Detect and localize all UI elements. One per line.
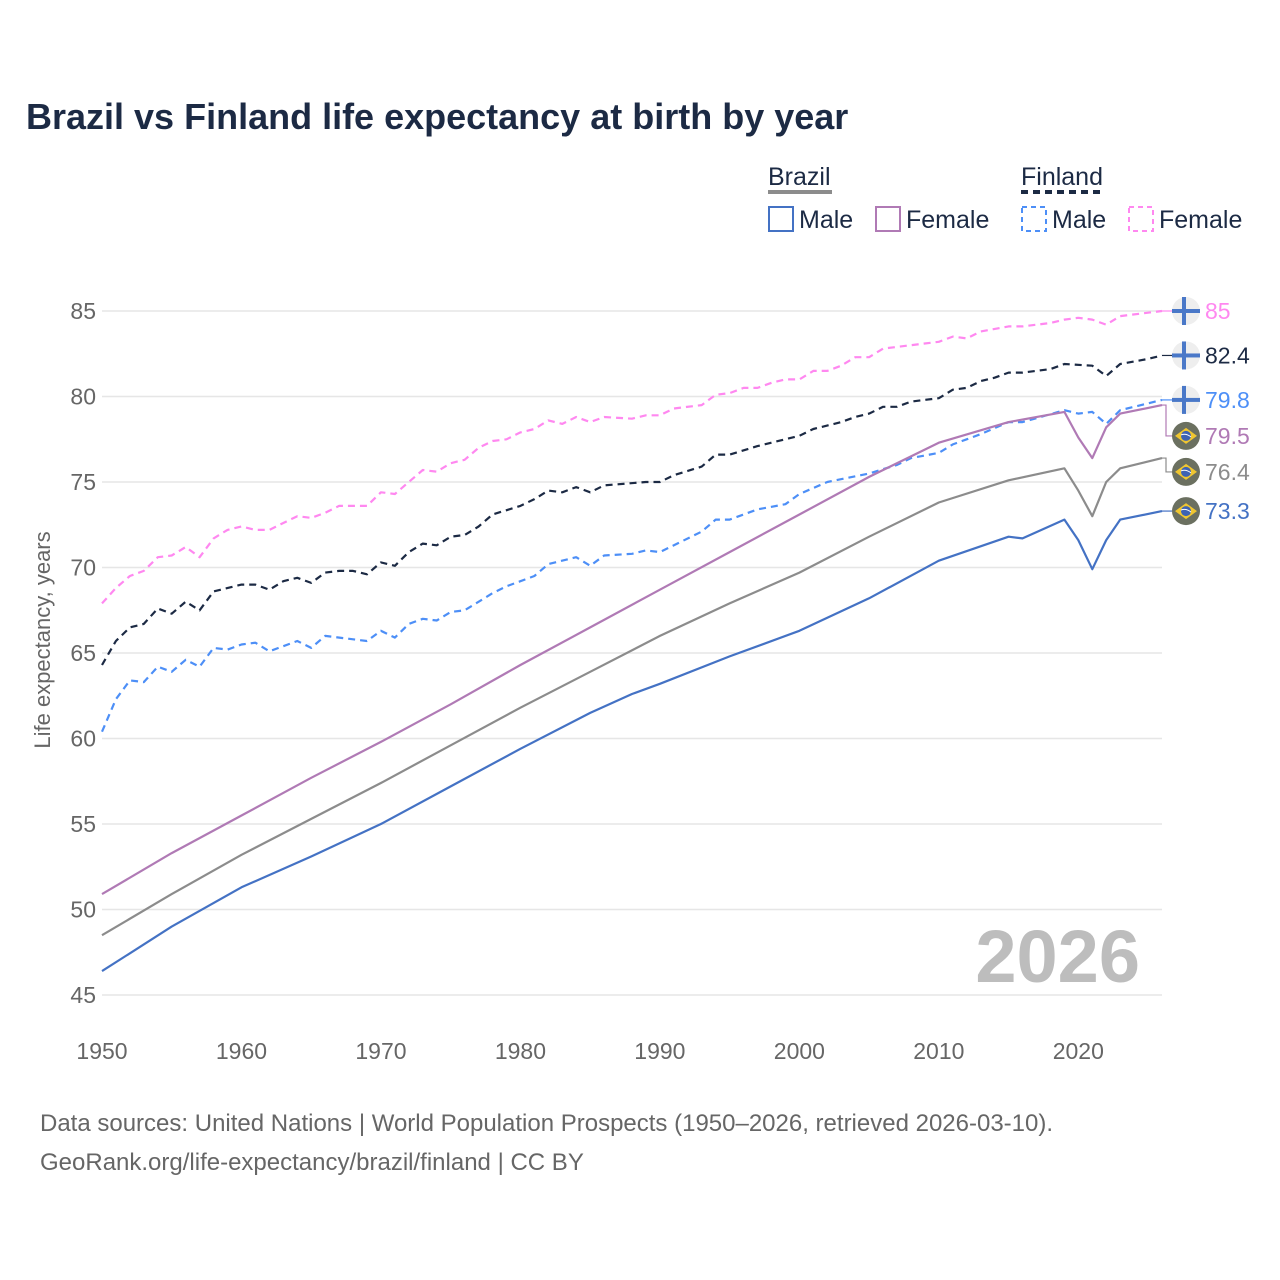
- legend-swatch: [1021, 206, 1047, 232]
- legend-entry-label: Female: [1159, 206, 1242, 234]
- legend-entry-label: Male: [1052, 206, 1106, 234]
- end-labels: 85 82.4 79.8 79.5 76.4 73.3: [1162, 297, 1250, 526]
- end-label-finland-female: 85: [1162, 297, 1231, 325]
- legend-entry-label: Female: [906, 206, 989, 234]
- x-tick-label: 2020: [1053, 1038, 1104, 1064]
- y-axis-label: Life expectancy, years: [30, 531, 55, 748]
- y-tick-label: 80: [70, 384, 96, 410]
- legend-group-title: Finland: [1021, 163, 1103, 191]
- series-line-finland: [101, 354, 1163, 666]
- end-value: 85: [1205, 298, 1231, 324]
- end-value: 76.4: [1205, 459, 1250, 485]
- end-label-brazil: 76.4: [1162, 457, 1250, 486]
- series-lines: [100, 309, 1163, 973]
- y-axis: 45 50 55 60 65 70 75 80 85: [70, 298, 96, 1008]
- legend-swatch: [875, 206, 901, 232]
- brazil-flag-icon: [1172, 457, 1200, 486]
- x-axis: 1950 1960 1970 1980 1990 2000 2010 2020: [76, 1038, 1103, 1064]
- series-line-brazil-male: [101, 510, 1163, 973]
- x-tick-label: 1950: [76, 1038, 127, 1064]
- series-line-finland-female: [101, 309, 1163, 605]
- end-label-finland-male: 79.8: [1162, 385, 1250, 414]
- y-tick-label: 45: [70, 982, 96, 1008]
- end-label-finland: 82.4: [1162, 341, 1250, 370]
- source-line-1: Data sources: United Nations | World Pop…: [40, 1110, 1053, 1137]
- y-tick-label: 60: [70, 726, 96, 752]
- end-label-brazil-male: 73.3: [1162, 497, 1250, 526]
- legend-group-brazil: Brazil Male Female: [768, 163, 989, 234]
- brazil-flag-icon: [1172, 497, 1200, 526]
- x-tick-label: 2000: [774, 1038, 825, 1064]
- end-value: 73.3: [1205, 498, 1250, 524]
- y-tick-label: 55: [70, 811, 96, 837]
- end-label-brazil-female: 79.5: [1162, 404, 1250, 450]
- finland-flag-icon: [1172, 341, 1200, 370]
- legend-group-title: Brazil: [768, 163, 831, 191]
- y-tick-label: 65: [70, 640, 96, 666]
- y-tick-label: 50: [70, 897, 96, 923]
- x-tick-label: 1970: [355, 1038, 406, 1064]
- legend: Brazil Male Female Finland Male Female: [768, 163, 1242, 234]
- legend-swatch: [768, 206, 794, 232]
- x-tick-label: 1980: [495, 1038, 546, 1064]
- y-tick-label: 70: [70, 555, 96, 581]
- y-tick-label: 85: [70, 298, 96, 324]
- series-line-brazil-female: [101, 404, 1163, 896]
- finland-flag-icon: [1172, 297, 1200, 325]
- x-tick-label: 2010: [913, 1038, 964, 1064]
- legend-swatch: [1128, 206, 1154, 232]
- y-tick-label: 75: [70, 469, 96, 495]
- legend-entry-label: Male: [799, 206, 853, 234]
- series-line-brazil: [101, 457, 1163, 937]
- end-value: 79.5: [1205, 423, 1250, 449]
- grid: [102, 310, 1162, 996]
- x-tick-label: 1960: [216, 1038, 267, 1064]
- legend-group-finland: Finland Male Female: [1021, 163, 1242, 234]
- chart-title: Brazil vs Finland life expectancy at bir…: [26, 96, 848, 137]
- finland-flag-icon: [1172, 385, 1200, 414]
- source-line-2: GeoRank.org/life-expectancy/brazil/finla…: [40, 1149, 584, 1176]
- x-tick-label: 1990: [634, 1038, 685, 1064]
- brazil-flag-icon: [1172, 421, 1200, 450]
- year-watermark: 2026: [975, 915, 1140, 998]
- end-value: 79.8: [1205, 387, 1250, 413]
- series-line-finland-male: [100, 398, 1163, 733]
- end-value: 82.4: [1205, 342, 1250, 368]
